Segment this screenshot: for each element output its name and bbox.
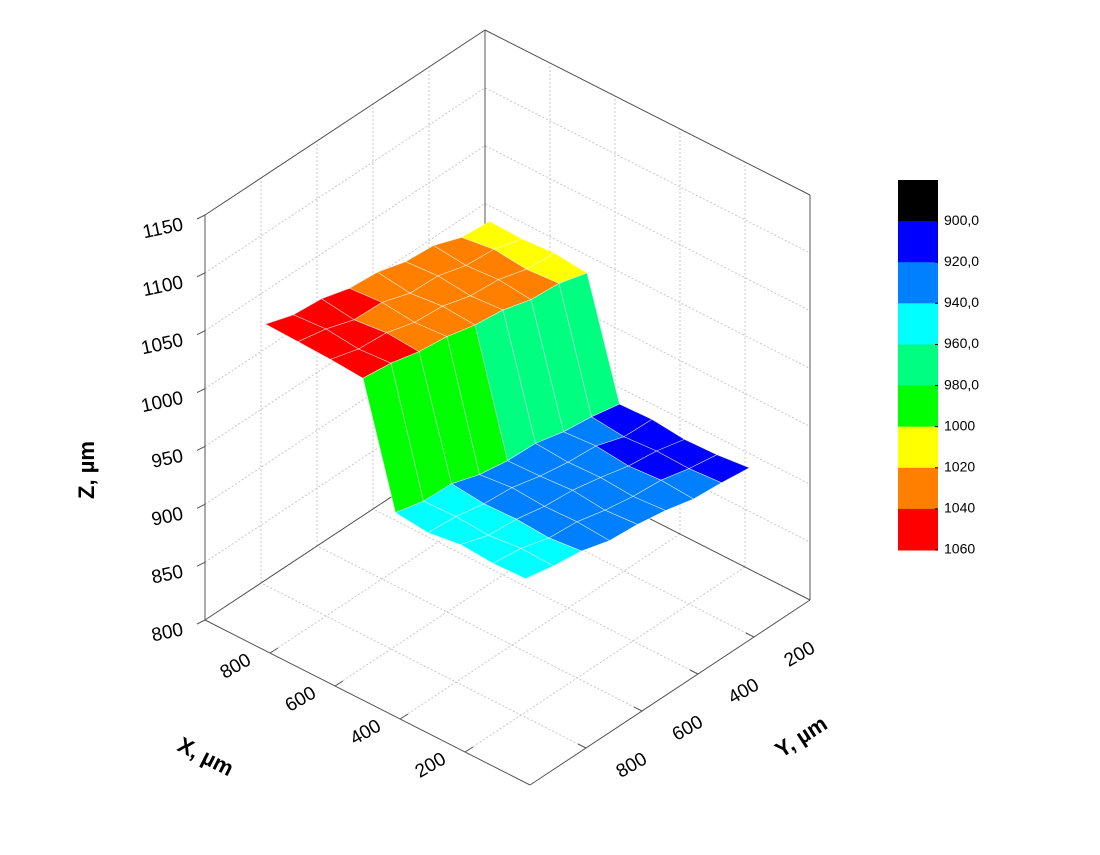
y-tick-label: 400 (725, 675, 763, 709)
z-tick-label: 1000 (139, 388, 185, 417)
z-tick (196, 330, 206, 336)
y-tick-label: 600 (669, 712, 707, 746)
colorbar-label: 900,0 (944, 212, 979, 228)
z-tick (196, 619, 206, 625)
z-tick-label: 1050 (139, 330, 185, 359)
y-tick (577, 743, 587, 749)
y-tick-label: 200 (781, 638, 819, 672)
x-tick (464, 746, 474, 753)
axis-edge (484, 29, 811, 196)
colorbar-label: 980,0 (944, 376, 979, 392)
y-tick (689, 669, 699, 675)
z-tick (196, 503, 206, 509)
grid-line (372, 508, 699, 675)
z-tick (196, 561, 206, 567)
axis-edge (529, 599, 811, 786)
y-tick-label: 800 (613, 749, 651, 783)
z-tick-label: 850 (150, 561, 185, 588)
axis-edge (204, 619, 531, 786)
z-tick (196, 388, 206, 394)
x-tick (334, 680, 344, 687)
z-tick-label: 1150 (141, 214, 185, 243)
colorbar-label: 1020 (944, 458, 975, 474)
colorbar-band (898, 508, 938, 551)
colorbar-band (898, 262, 938, 304)
colorbar: 900,0 920,0 940,0 960,0 980,0 1000 1020 1040 106… (898, 180, 979, 557)
y-tick (633, 706, 643, 712)
colorbar-band (898, 426, 938, 469)
colorbar-label: 960,0 (944, 335, 979, 351)
z-tick-label: 800 (150, 619, 185, 646)
grid-line (428, 471, 755, 638)
colorbar-band (898, 344, 938, 387)
z-tick-label: 950 (150, 446, 185, 473)
z-tick-label: 1100 (141, 272, 185, 301)
y-tick (745, 632, 755, 638)
grid-line (316, 545, 643, 712)
x-tick-label: 600 (282, 683, 320, 717)
x-tick (269, 647, 279, 654)
grid-line (260, 582, 587, 749)
surface (264, 220, 751, 580)
colorbar-band (898, 385, 938, 428)
z-axis-title: Z, µm (74, 441, 99, 499)
x-tick (399, 713, 409, 720)
z-tick (196, 445, 206, 451)
z-tick-label: 900 (150, 504, 185, 531)
colorbar-band (898, 180, 938, 222)
grid-line (204, 29, 811, 216)
colorbar-label: 940,0 (944, 294, 979, 310)
colorbar-label: 1060 (944, 541, 975, 557)
axis-edge (204, 29, 486, 216)
x-tick-label: 200 (412, 749, 450, 783)
colorbar-label: 920,0 (944, 253, 979, 269)
x-axis-title: X, µm (174, 732, 238, 781)
x-tick-label: 800 (217, 650, 255, 684)
y-axis-title: Y, µm (770, 711, 831, 763)
colorbar-band (898, 303, 938, 345)
surface-cell (492, 548, 555, 580)
z-tick (196, 272, 206, 278)
colorbar-band (898, 467, 938, 510)
colorbar-label: 1000 (944, 417, 975, 433)
z-tick (196, 214, 206, 220)
colorbar-band (898, 221, 938, 263)
x-tick-label: 400 (347, 716, 385, 750)
colorbar-label: 1040 (944, 500, 975, 516)
